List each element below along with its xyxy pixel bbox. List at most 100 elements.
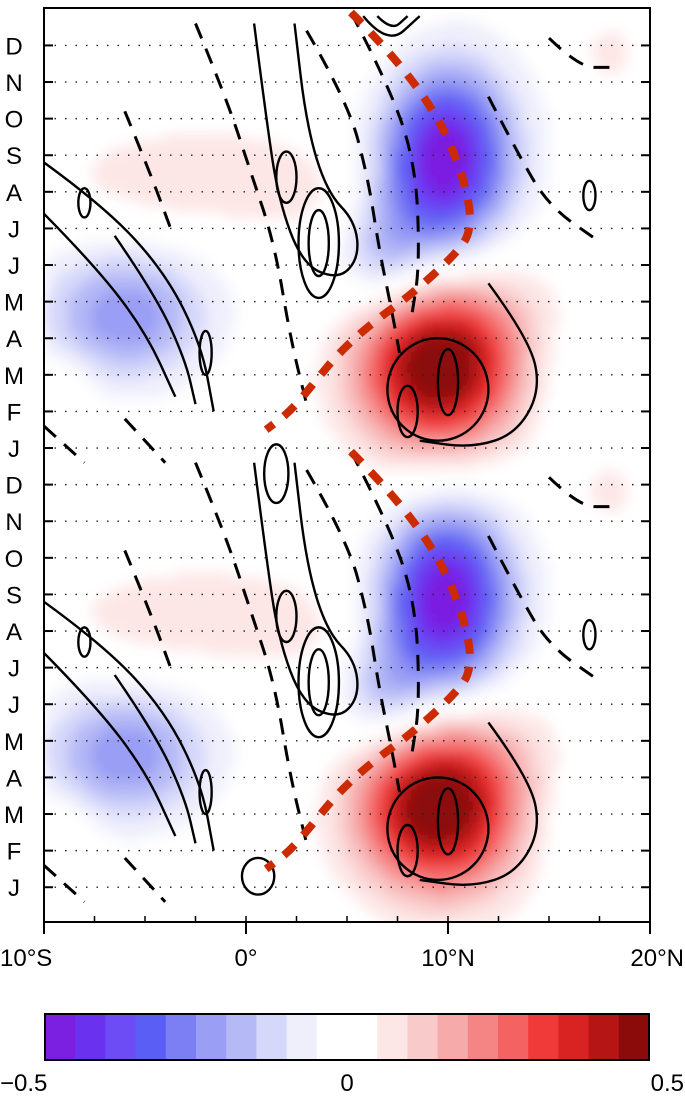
shading-cell [152,284,159,291]
shading-cell [512,404,519,411]
shading-cell [110,332,117,339]
shading-cell [482,314,489,321]
shading-cell [404,500,411,507]
shading-cell [374,338,381,345]
shading-cell [128,236,135,243]
shading-cell [488,320,495,327]
shading-cell [278,176,285,183]
shading-cell [542,116,549,123]
shading-cell [386,272,393,279]
shading-cell [386,104,393,111]
shading-cell [374,458,381,465]
shading-cell [116,350,123,357]
shading-cell [176,404,183,411]
shading-cell [416,488,423,495]
shading-cell [494,356,501,363]
shading-cell [164,308,171,315]
shading-cell [50,404,57,411]
shading-cell [398,266,405,273]
shading-cell [416,116,423,123]
shading-cell [614,470,621,477]
shading-cell [74,182,81,189]
shading-cell [158,254,165,261]
shading-cell [122,122,129,129]
shading-cell [296,128,303,135]
shading-cell [506,380,513,387]
shading-cell [200,164,207,171]
shading-cell [380,512,387,519]
shading-cell [536,86,543,93]
shading-cell [224,308,231,315]
shading-cell [446,8,453,15]
shading-cell [134,152,141,159]
shading-cell [446,356,453,363]
shading-cell [62,392,69,399]
shading-cell [116,284,123,291]
shading-cell [128,272,135,279]
shading-cell [164,206,171,213]
shading-cell [572,308,579,315]
shading-cell [524,302,531,309]
shading-cell [410,338,417,345]
shading-cell [416,134,423,141]
shading-cell [170,182,177,189]
shading-cell [464,416,471,423]
shading-cell [410,218,417,225]
shading-cell [128,260,135,267]
shading-cell [74,362,81,369]
shading-cell [596,62,603,69]
shading-cell [134,128,141,135]
shading-cell [398,104,405,111]
shading-cell [488,74,495,81]
shading-cell [470,488,477,495]
shading-cell [344,434,351,441]
shading-cell [500,104,507,111]
shading-cell [482,92,489,99]
shading-cell [458,380,465,387]
shading-cell [50,242,57,249]
shading-cell [446,236,453,243]
shading-cell [290,224,297,231]
shading-cell [374,512,381,519]
shading-cell [308,428,315,435]
shading-cell [470,344,477,351]
shading-cell [92,206,99,213]
shading-cell [134,278,141,285]
shading-cell [482,326,489,333]
shading-cell [380,398,387,405]
shading-cell [536,116,543,123]
shading-cell [428,20,435,27]
shading-cell [434,326,441,333]
shading-cell [362,404,369,411]
shading-cell [470,500,477,507]
shading-cell [80,140,87,147]
shading-cell [380,236,387,243]
shading-cell [560,140,567,147]
shading-cell [332,416,339,423]
shading-cell [98,146,105,153]
shading-cell [524,212,531,219]
shading-cell [524,356,531,363]
shading-cell [584,62,591,69]
shading-cell [458,194,465,201]
shading-cell [152,290,159,297]
shading-cell [158,332,165,339]
shading-cell [470,308,477,315]
shading-cell [506,242,513,249]
shading-cell [92,134,99,141]
shading-cell [344,302,351,309]
shading-cell [326,254,333,261]
shading-cell [134,380,141,387]
shading-cell [362,152,369,159]
shading-cell [248,146,255,153]
shading-cell [458,350,465,357]
shading-cell [392,272,399,279]
shading-cell [566,110,573,117]
shading-cell [254,152,261,159]
shading-cell [458,32,465,39]
shading-cell [416,68,423,75]
shading-cell [506,212,513,219]
shading-cell [620,74,627,81]
shading-cell [242,182,249,189]
shading-cell [362,386,369,393]
